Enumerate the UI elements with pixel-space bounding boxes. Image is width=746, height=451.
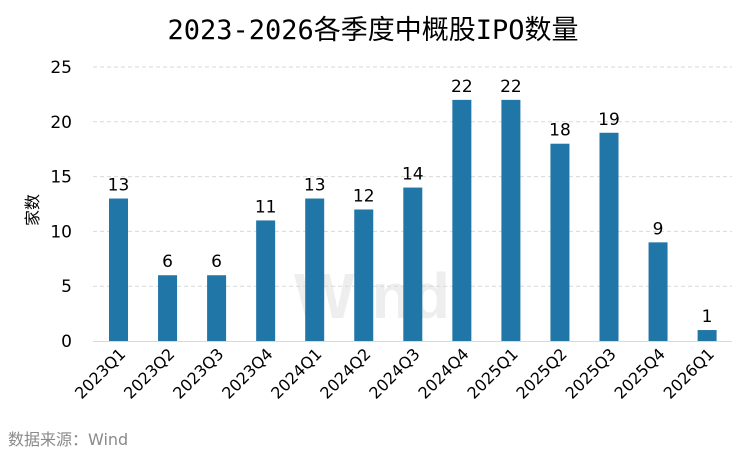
bar (256, 220, 276, 341)
data-label: 18 (549, 121, 571, 141)
y-tick-label: 25 (50, 58, 72, 78)
chart-title: 2023-2026各季度中概股IPO数量 (167, 15, 579, 46)
x-tick-label: 2025Q3 (561, 344, 619, 402)
data-label: 9 (653, 219, 664, 239)
data-label: 11 (255, 197, 277, 217)
bar (648, 242, 668, 341)
x-tick-label: 2023Q1 (71, 344, 129, 402)
bar (207, 275, 227, 341)
x-tick-label: 2024Q4 (414, 344, 472, 402)
bar (501, 99, 521, 341)
x-tick-label: 2024Q1 (267, 344, 325, 402)
x-tick-label: 2024Q3 (365, 344, 423, 402)
bar (403, 187, 423, 341)
x-tick-label: 2024Q2 (316, 344, 374, 402)
bar (452, 99, 472, 341)
bar (354, 209, 374, 341)
x-tick-label: 2025Q1 (463, 344, 521, 402)
y-tick-label: 15 (50, 168, 72, 188)
data-label: 14 (402, 165, 424, 185)
y-tick-label: 0 (61, 332, 72, 352)
bar (158, 275, 178, 341)
y-tick-label: 20 (50, 113, 72, 133)
data-label: 13 (304, 176, 326, 196)
bar (697, 330, 717, 341)
y-tick-label: 5 (61, 277, 72, 297)
x-tick-label: 2025Q4 (611, 344, 669, 402)
x-tick-label: 2026Q1 (660, 344, 718, 402)
y-tick-label: 10 (50, 222, 72, 242)
bar (109, 198, 128, 341)
data-label: 22 (451, 77, 473, 97)
x-tick-label: 2023Q2 (120, 344, 178, 402)
x-tick-label: 2023Q3 (169, 344, 227, 402)
x-tick-label: 2025Q2 (512, 344, 570, 402)
data-label: 1 (702, 307, 713, 327)
source-note: 数据来源：Wind (8, 430, 129, 449)
data-label: 19 (598, 110, 620, 130)
data-label: 13 (108, 176, 130, 196)
data-label: 12 (353, 186, 375, 206)
data-label: 22 (500, 77, 522, 97)
bar (550, 143, 570, 341)
bar (305, 198, 325, 341)
x-tick-label: 2023Q4 (218, 344, 276, 402)
data-label: 6 (211, 252, 222, 272)
data-label: 6 (162, 252, 173, 272)
bar (599, 132, 619, 341)
